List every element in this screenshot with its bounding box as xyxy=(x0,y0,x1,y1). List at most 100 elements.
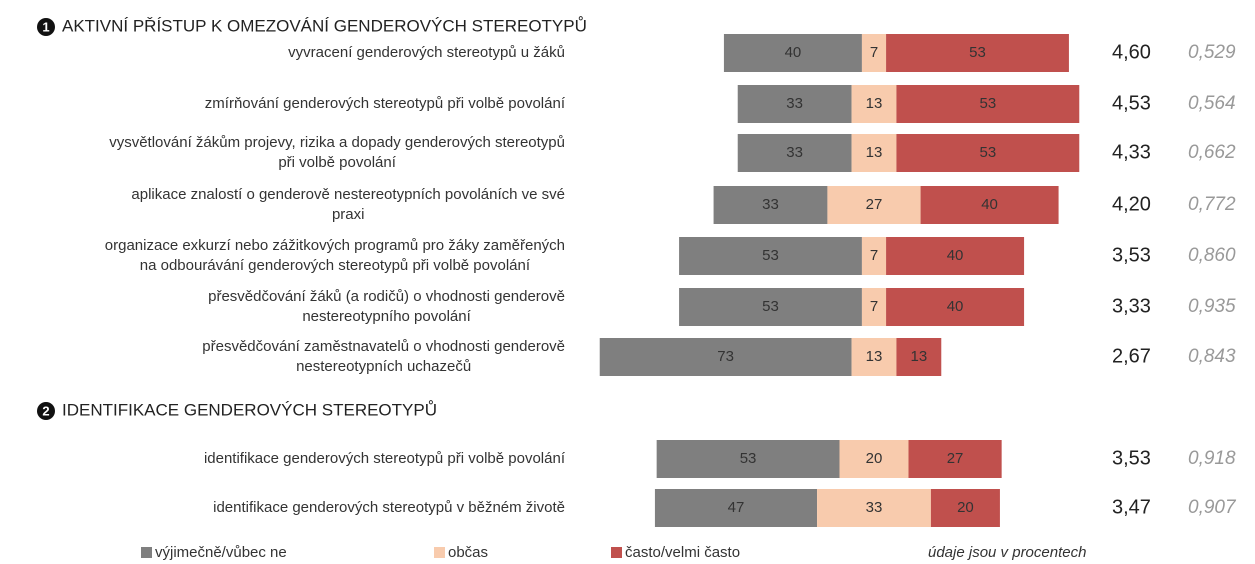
sd-value: 0,662 xyxy=(1188,142,1236,163)
bar-segment xyxy=(827,186,921,224)
value-label: 27 xyxy=(866,196,883,213)
group-title: AKTIVNÍ PŘÍSTUP K OMEZOVÁNÍ GENDEROVÝCH … xyxy=(62,16,587,35)
bar-segment xyxy=(817,489,931,527)
mean-value: 3,53 xyxy=(1112,244,1151,266)
value-label: 33 xyxy=(762,196,779,213)
legend-swatch xyxy=(434,547,445,558)
bar-segment xyxy=(851,134,897,172)
legend-label: výjimečně/vůbec ne xyxy=(155,544,287,561)
row-label: identifikace genderových stereotypů při … xyxy=(204,450,566,467)
mean-value: 4,60 xyxy=(1112,41,1151,63)
value-label: 13 xyxy=(866,348,883,365)
value-label: 7 xyxy=(870,247,878,264)
mean-value: 4,33 xyxy=(1112,141,1151,163)
bar-segment xyxy=(861,288,887,326)
row-label: při volbě povolání xyxy=(278,154,396,171)
value-label: 40 xyxy=(981,196,998,213)
value-label: 7 xyxy=(870,298,878,315)
legend-swatch xyxy=(611,547,622,558)
row-label: na odbourávání genderových stereotypů př… xyxy=(140,257,531,274)
value-label: 33 xyxy=(786,144,803,161)
sd-value: 0,860 xyxy=(1188,245,1236,266)
value-label: 47 xyxy=(728,499,745,516)
sd-value: 0,843 xyxy=(1188,346,1236,367)
value-label: 40 xyxy=(785,44,802,61)
value-label: 40 xyxy=(947,298,964,315)
bar-segment xyxy=(861,34,887,72)
value-label: 13 xyxy=(866,95,883,112)
bar-segment xyxy=(920,186,1059,224)
value-label: 7 xyxy=(870,44,878,61)
row-label: nestereotypního povolání xyxy=(302,308,471,325)
mean-value: 3,47 xyxy=(1112,496,1151,518)
sd-value: 0,907 xyxy=(1188,497,1237,518)
sd-value: 0,772 xyxy=(1188,194,1236,215)
row-label: vyvracení genderových stereotypů u žáků xyxy=(288,44,565,61)
value-label: 53 xyxy=(980,95,997,112)
group-title: IDENTIFIKACE GENDEROVÝCH STEREOTYPŮ xyxy=(62,400,437,419)
bar-segment xyxy=(886,34,1069,72)
row-label: nestereotypních uchazečů xyxy=(296,358,471,375)
group-number-badge xyxy=(37,18,55,36)
sd-value: 0,935 xyxy=(1188,296,1236,317)
mean-value: 2,67 xyxy=(1112,345,1151,367)
bar-segment xyxy=(713,186,828,224)
bar-segment xyxy=(737,85,852,123)
row-label: praxi xyxy=(332,206,365,223)
group-number-badge xyxy=(37,402,55,420)
mean-value: 4,53 xyxy=(1112,92,1151,114)
group-number: 1 xyxy=(42,19,49,34)
value-label: 53 xyxy=(762,247,779,264)
bar-segment xyxy=(908,440,1002,478)
bar-segment xyxy=(839,440,909,478)
value-label: 40 xyxy=(947,247,964,264)
row-label: vysvětlování žákům projevy, rizika a dop… xyxy=(109,134,565,151)
value-label: 33 xyxy=(866,499,883,516)
legend-label: často/velmi často xyxy=(625,544,740,561)
mean-value: 3,33 xyxy=(1112,295,1151,317)
bar-segment xyxy=(851,338,897,376)
mean-value: 3,53 xyxy=(1112,447,1151,469)
value-label: 53 xyxy=(762,298,779,315)
bar-segment xyxy=(599,338,852,376)
value-label: 27 xyxy=(947,450,964,467)
group-number: 2 xyxy=(42,403,49,418)
bar-segment xyxy=(851,85,897,123)
value-label: 20 xyxy=(866,450,883,467)
legend-label: občas xyxy=(448,544,488,561)
bar-segment xyxy=(930,489,1000,527)
bar-segment xyxy=(654,489,818,527)
bar-segment xyxy=(679,237,862,275)
bar-segment xyxy=(679,288,862,326)
row-label: organizace exkurzí nebo zážitkových prog… xyxy=(105,237,565,254)
value-label: 53 xyxy=(969,44,986,61)
row-label: přesvědčování zaměstnavatelů o vhodnosti… xyxy=(202,338,565,355)
sd-value: 0,918 xyxy=(1188,448,1236,469)
row-label: identifikace genderových stereotypů v bě… xyxy=(213,499,565,516)
bar-segment xyxy=(737,134,852,172)
bar-segment xyxy=(896,338,942,376)
sd-value: 0,529 xyxy=(1188,42,1236,63)
bar-segment xyxy=(723,34,862,72)
legend-swatch xyxy=(141,547,152,558)
value-label: 20 xyxy=(957,499,974,516)
note: údaje jsou v procentech xyxy=(928,544,1086,561)
row-label: zmírňování genderových stereotypů při vo… xyxy=(205,95,566,112)
mean-value: 4,20 xyxy=(1112,193,1151,215)
value-label: 73 xyxy=(717,348,734,365)
sd-value: 0,564 xyxy=(1188,93,1236,114)
bar-segment xyxy=(886,237,1025,275)
value-label: 13 xyxy=(911,348,928,365)
row-label: aplikace znalostí o genderově nestereoty… xyxy=(131,186,565,203)
row-label: přesvědčování žáků (a rodičů) o vhodnost… xyxy=(208,288,565,305)
value-label: 53 xyxy=(740,450,757,467)
bar-segment xyxy=(861,237,887,275)
bar-segment xyxy=(896,85,1080,123)
value-label: 13 xyxy=(866,144,883,161)
value-label: 33 xyxy=(786,95,803,112)
bar-segment xyxy=(886,288,1025,326)
bar-segment xyxy=(896,134,1080,172)
value-label: 53 xyxy=(980,144,997,161)
bar-segment xyxy=(656,440,840,478)
